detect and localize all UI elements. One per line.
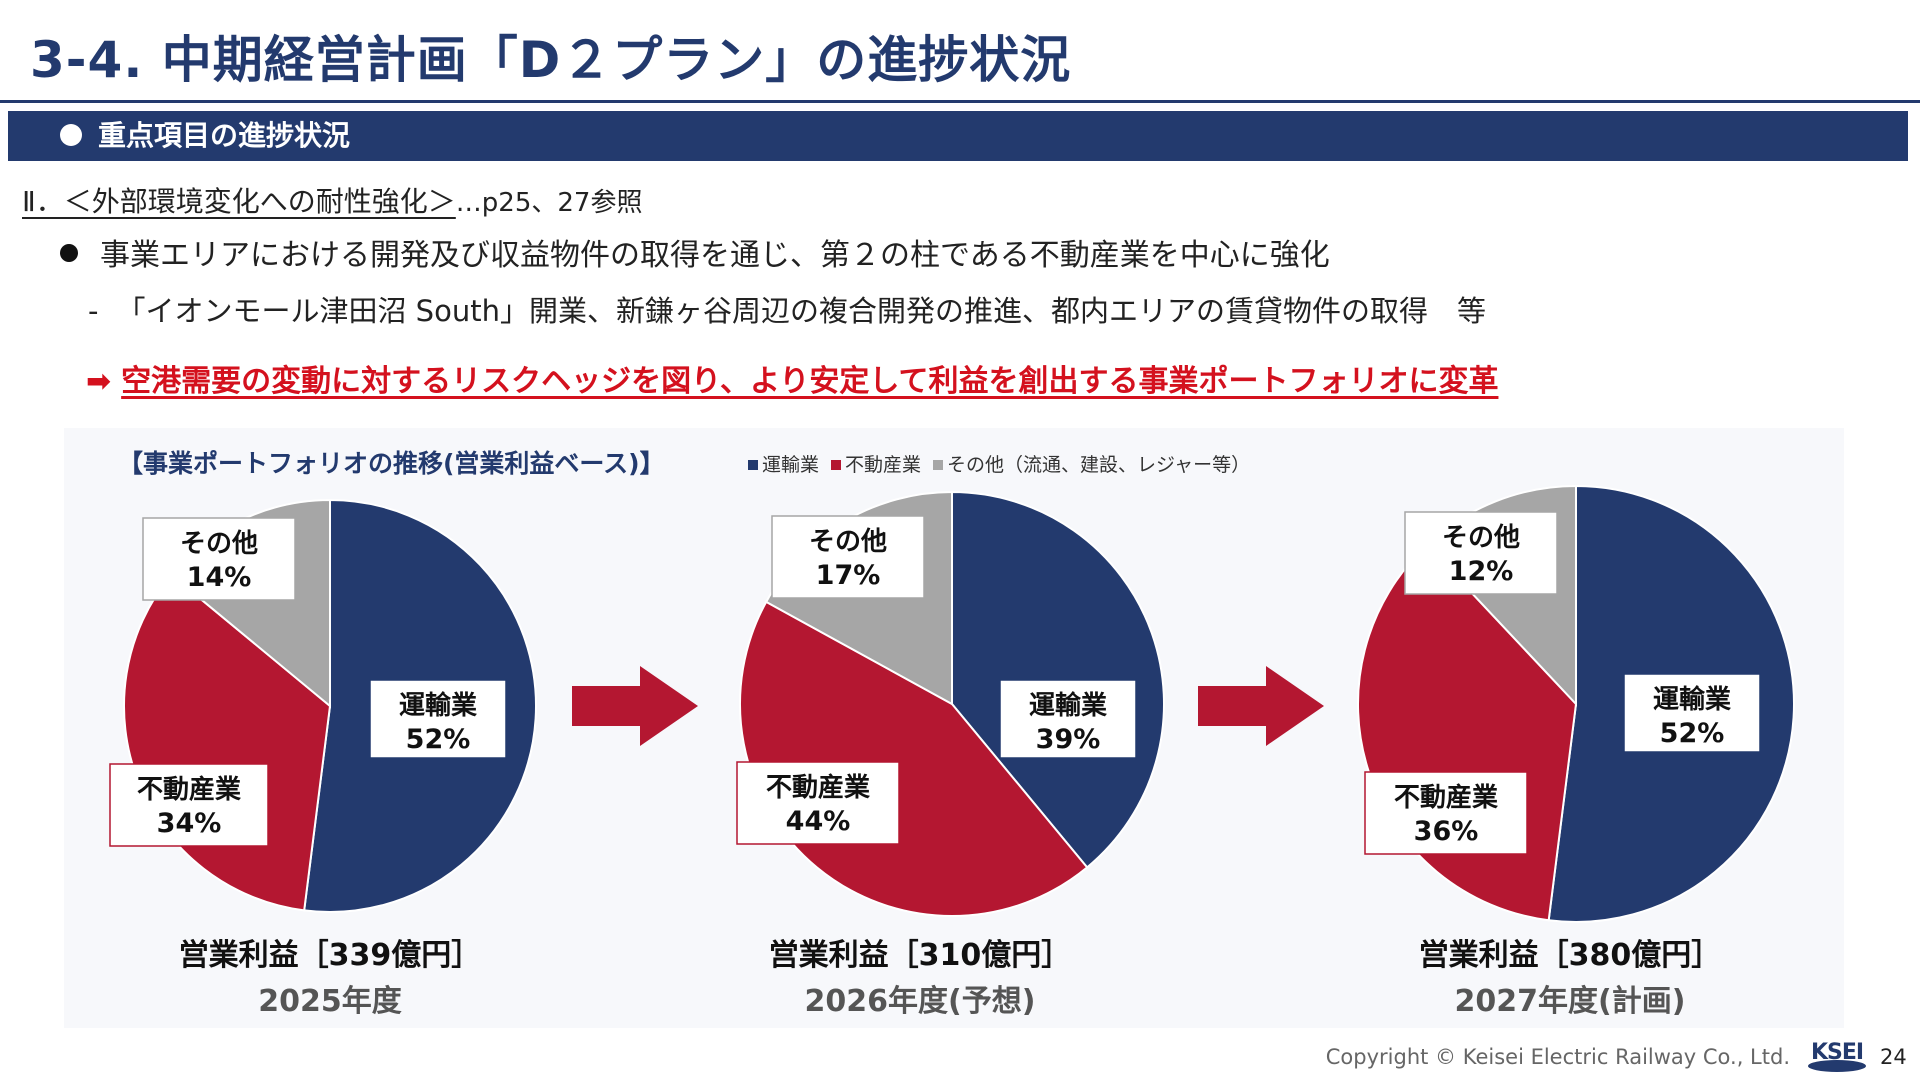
- bullet-text: 事業エリアにおける開発及び収益物件の取得を通じ、第２の柱である不動産業を中心に強…: [100, 238, 1330, 273]
- page-title: 3-4. 中期経営計画「D２プラン」の進捗状況: [30, 31, 1072, 89]
- transition-arrow-icon: [1198, 666, 1324, 746]
- data-label-value: 36%: [1414, 816, 1479, 847]
- data-label-value: 52%: [1660, 718, 1725, 749]
- profit-label: 営業利益［380億円］: [1418, 938, 1722, 973]
- data-label-value: 12%: [1449, 556, 1514, 587]
- data-label-name: 不動産業: [766, 772, 870, 803]
- bullet-dot-icon: [60, 244, 78, 262]
- bullet-point: 事業エリアにおける開発及び収益物件の取得を通じ、第２の柱である不動産業を中心に強…: [60, 230, 1330, 274]
- section-heading: Ⅱ．＜外部環境変化への耐性強化＞…p25、27参照: [22, 180, 642, 220]
- data-label-box: [1404, 511, 1558, 595]
- transition-arrow-icon: [572, 666, 698, 746]
- data-label-box: [109, 763, 269, 847]
- emphasis-text: 空港需要の変動に対するリスクヘッジを図り、より安定して利益を創出する事業ポートフ…: [121, 364, 1499, 399]
- section-bar: 重点項目の進捗状況: [8, 111, 1908, 161]
- bullet-dot-icon: [60, 124, 82, 146]
- legend-item-transport: 運輸業: [748, 450, 819, 477]
- data-label-box: [999, 679, 1137, 759]
- year-label: 2027年度(計画): [1454, 984, 1686, 1019]
- title-divider: [0, 100, 1920, 103]
- data-label-box: [771, 515, 925, 599]
- legend-swatch: [748, 460, 758, 470]
- data-label-name: その他: [809, 527, 887, 557]
- data-label-name: 運輸業: [1653, 684, 1731, 715]
- data-label-name: その他: [1442, 523, 1520, 553]
- chart-title: 【事業ポートフォリオの推移(営業利益ベース)】: [118, 449, 665, 478]
- year-label: 2025年度: [258, 984, 402, 1019]
- data-label-name: その他: [180, 529, 258, 559]
- chart-legend: 運輸業 不動産業 その他（流通、建設、レジャー等）: [748, 450, 1250, 477]
- data-label-box: [369, 679, 507, 759]
- data-label-name: 運輸業: [399, 690, 477, 721]
- data-label-box: [1623, 673, 1761, 753]
- pie-caption-2025: 営業利益［339億円］ 2025年度: [130, 930, 530, 1020]
- legend-label: 運輸業: [762, 454, 820, 476]
- data-label-value: 17%: [816, 560, 881, 591]
- profit-label: 営業利益［339億円］: [178, 938, 482, 973]
- profit-label: 営業利益［310億円］: [768, 938, 1072, 973]
- data-label-box: [142, 517, 296, 601]
- legend-item-real-estate: 不動産業: [831, 450, 921, 477]
- sub-point: - 「イオンモール津田沼 South」開業、新鎌ヶ谷周辺の複合開発の推進、都内エリ…: [88, 288, 1486, 330]
- year-label: 2026年度(予想): [804, 984, 1036, 1019]
- data-label-name: 運輸業: [1029, 690, 1107, 721]
- data-label-box: [1364, 771, 1528, 855]
- data-label-value: 52%: [406, 724, 471, 755]
- sub-dash: -: [88, 294, 99, 328]
- company-logo: KSEI: [1804, 1040, 1870, 1072]
- legend-item-other: その他（流通、建設、レジャー等）: [933, 450, 1250, 477]
- section-heading-text: Ⅱ．＜外部環境変化への耐性強化＞: [22, 185, 456, 218]
- data-label-value: 14%: [187, 562, 252, 593]
- copyright: Copyright © Keisei Electric Railway Co.,…: [1325, 1045, 1790, 1069]
- emphasis-line: ➡ 空港需要の変動に対するリスクヘッジを図り、より安定して利益を創出する事業ポート…: [86, 356, 1498, 400]
- legend-swatch: [933, 460, 944, 470]
- legend-label: その他（流通、建設、レジャー等）: [947, 454, 1251, 476]
- pie-caption-2027: 営業利益［380億円］ 2027年度(計画): [1370, 930, 1770, 1020]
- right-arrow-icon: ➡: [86, 364, 112, 399]
- page-number: 24: [1880, 1045, 1907, 1069]
- data-label-value: 34%: [157, 808, 222, 839]
- logo-text: KSEI: [1810, 1040, 1864, 1065]
- data-label-value: 44%: [786, 806, 851, 837]
- data-label-name: 不動産業: [137, 774, 241, 805]
- legend-label: 不動産業: [845, 454, 922, 476]
- section-reference: …p25、27参照: [455, 188, 643, 218]
- data-label-box: [736, 761, 900, 845]
- pie-caption-2026: 営業利益［310億円］ 2026年度(予想): [720, 930, 1120, 1020]
- sub-text: 「イオンモール津田沼 South」開業、新鎌ヶ谷周辺の複合開発の推進、都内エリア…: [116, 294, 1486, 328]
- section-bar-label: 重点項目の進捗状況: [98, 119, 351, 152]
- logo-ellipse: [1808, 1060, 1866, 1072]
- data-label-name: 不動産業: [1394, 782, 1498, 813]
- legend-swatch: [831, 460, 842, 470]
- data-label-value: 39%: [1036, 724, 1101, 755]
